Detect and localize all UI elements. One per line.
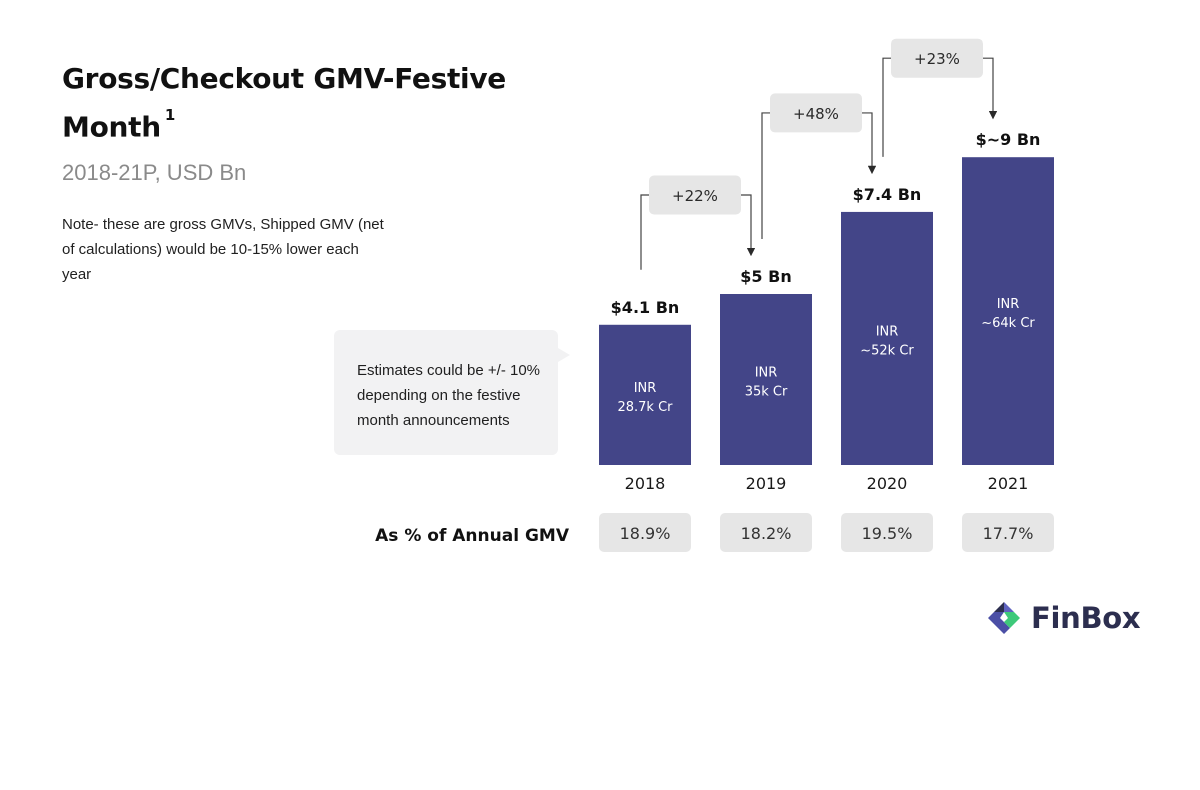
annual-share-row-label: As % of Annual GMV [375,526,570,546]
finbox-logo: FinBox [986,598,1141,638]
annual-share-box [841,513,933,552]
annual-share-value: 17.7% [983,524,1034,543]
inr-label: INR [634,381,657,396]
inr-label: 28.7k Cr [617,400,673,415]
bar-value-label: $4.1 Bn [611,298,680,317]
estimate-callout: Estimates could be +/- 10% depending on … [334,330,570,455]
growth-box [891,38,983,78]
growth-arrow [741,194,756,257]
bar-value-label: $5 Bn [740,267,791,286]
inr-label: ~64k Cr [981,316,1035,331]
inr-label: ~52k Cr [860,343,914,358]
annual-share-value: 18.2% [741,524,792,543]
growth-connector [761,112,770,239]
footnote-marker: 1 [164,106,175,124]
inr-label: INR [755,366,778,381]
bar-2018 [599,324,691,465]
bar-2020 [841,211,933,465]
x-tick-label: 2021 [988,474,1029,493]
growth-box [649,175,741,215]
chart-title-text: Gross/Checkout GMV-Festive Month [62,62,507,144]
inr-label: 35k Cr [745,385,788,400]
brand-name: FinBox [1031,601,1141,635]
annual-share-value: 19.5% [862,524,913,543]
growth-arrow [983,57,998,120]
growth-connector [882,57,891,157]
chart-subtitle: 2018-21P, USD Bn [62,160,247,185]
growth-label: +22% [672,187,718,205]
bar-2021 [962,157,1054,465]
growth-box [770,93,862,133]
annual-share-value: 18.9% [620,524,671,543]
x-tick-label: 2020 [867,474,908,493]
annual-share-box [599,513,691,552]
annual-share-box [962,513,1054,552]
annual-share-box [720,513,812,552]
gmv-note: Note- these are gross GMVs, Shipped GMV … [62,216,384,283]
inr-label: INR [876,324,899,339]
x-tick-label: 2019 [746,474,787,493]
bar-value-label: $7.4 Bn [853,185,922,204]
growth-connector [640,194,649,270]
growth-label: +48% [793,105,839,123]
x-tick-label: 2018 [625,474,666,493]
bar-2019 [720,294,812,465]
bar-value-label: $~9 Bn [976,130,1041,149]
growth-arrow [862,112,877,175]
inr-label: INR [997,297,1020,312]
chart-title: Gross/Checkout GMV-Festive Month 1 [62,58,522,148]
growth-label: +23% [914,50,960,68]
finbox-logo-icon [988,602,1020,634]
